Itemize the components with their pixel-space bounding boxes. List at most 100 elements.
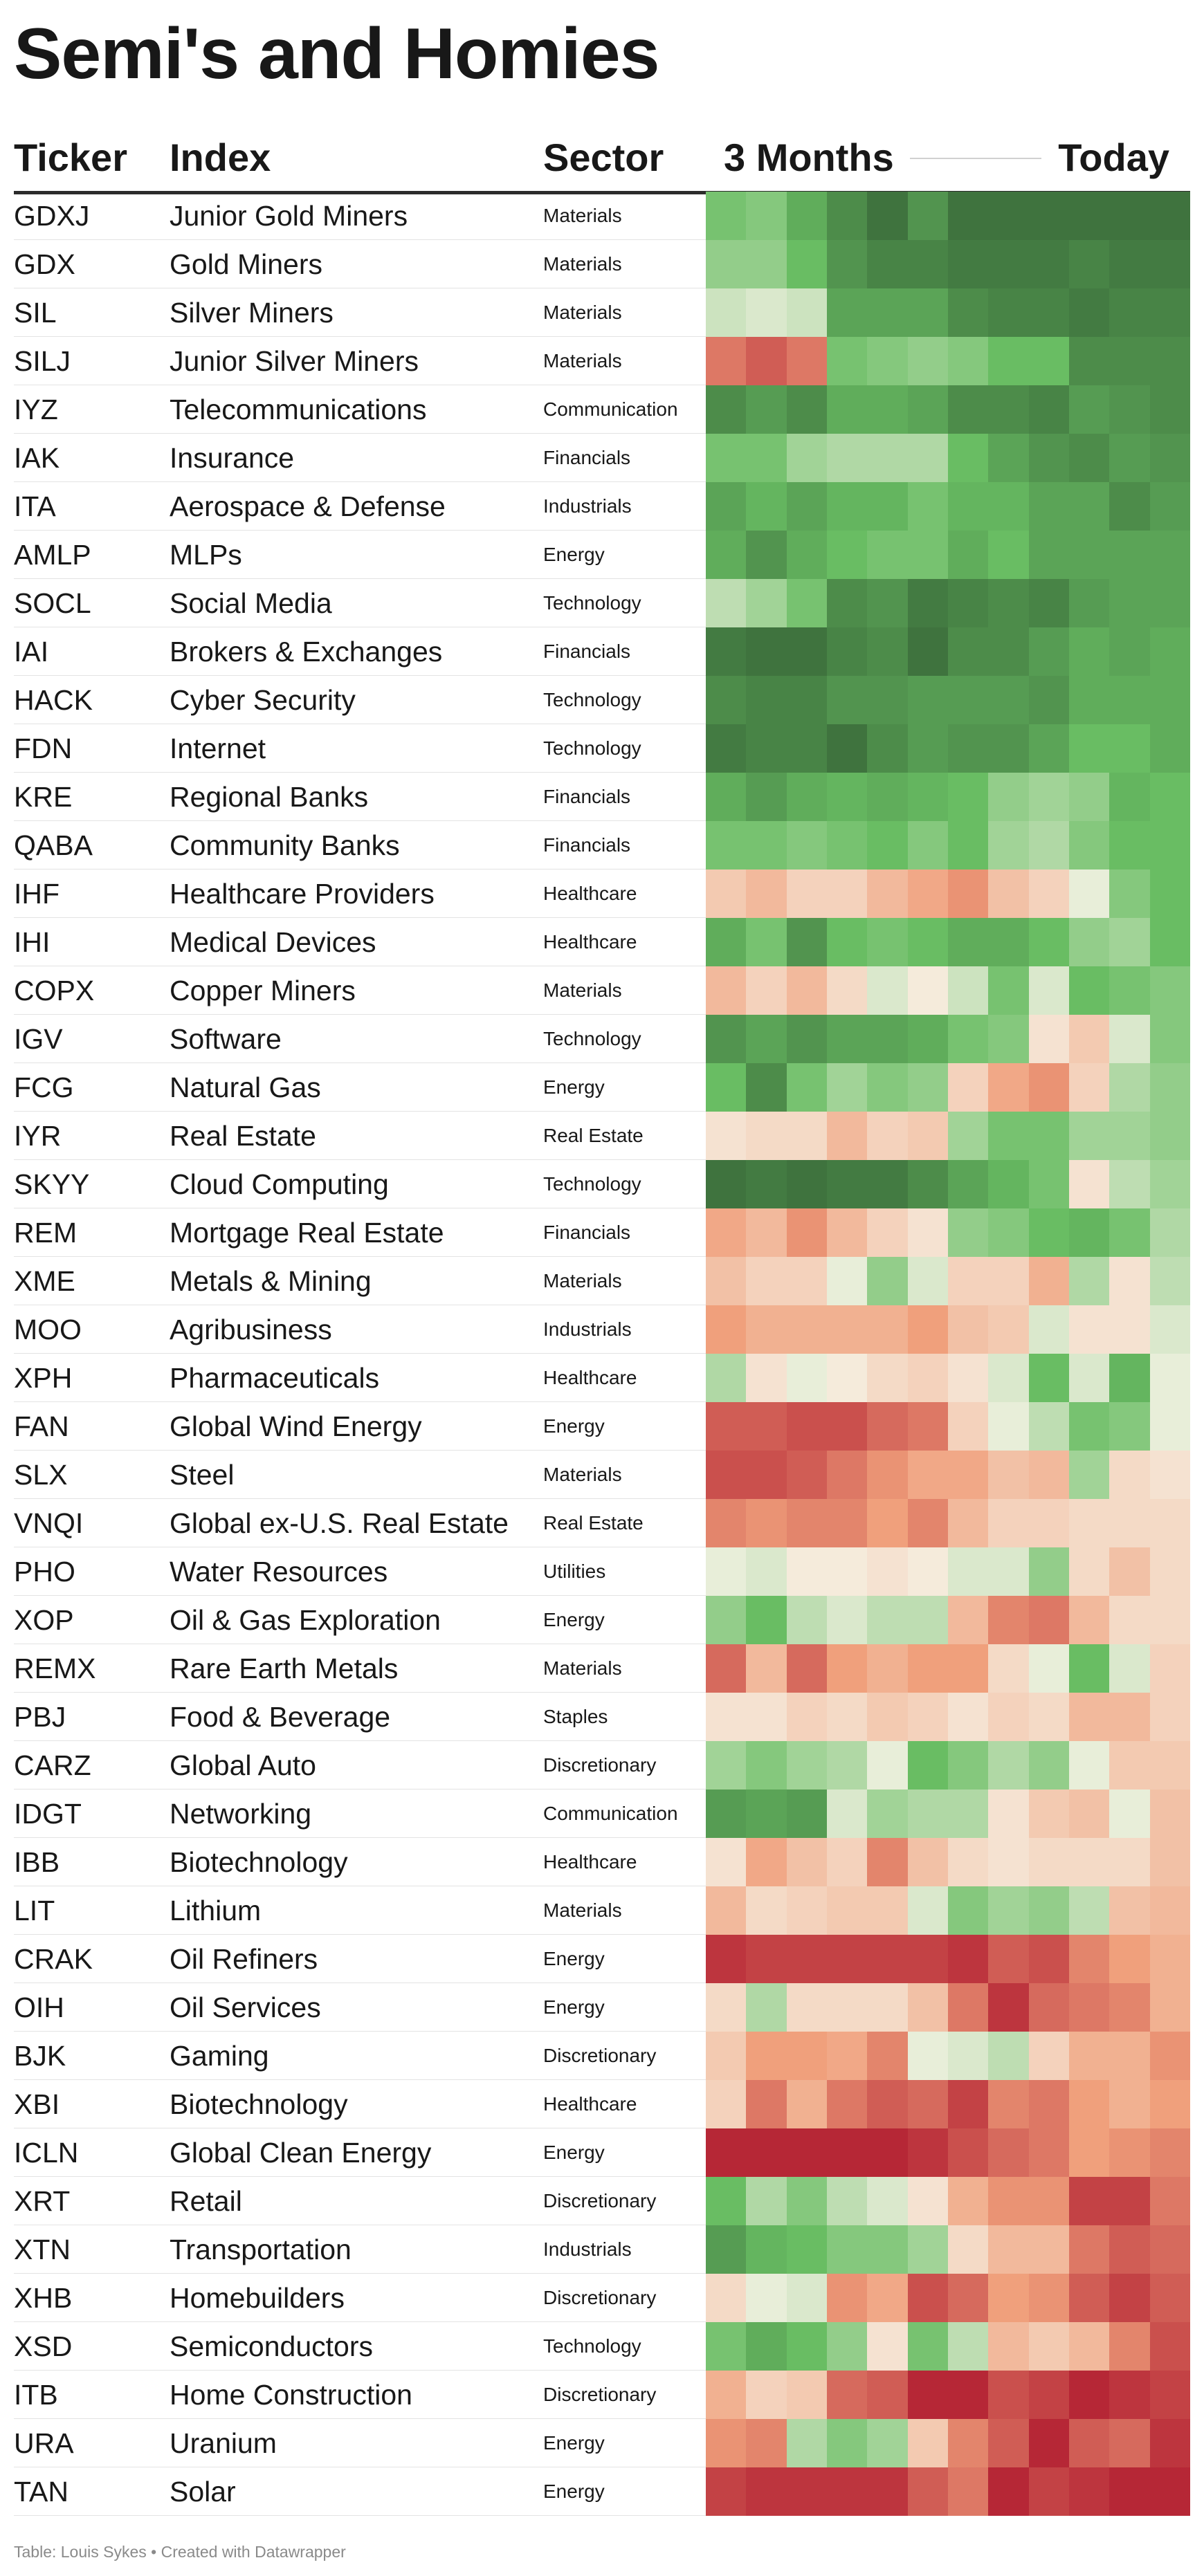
- heatmap-cell: [827, 1354, 867, 1402]
- heatmap-cell: [706, 579, 746, 627]
- sector-cell: Energy: [543, 2432, 605, 2454]
- heatmap-cell: [746, 2322, 787, 2371]
- header-sector[interactable]: Sector: [543, 136, 664, 179]
- heatmap-cell: [827, 1693, 867, 1741]
- heatmap-cell: [1069, 1547, 1109, 1596]
- heatmap-strip: [706, 1693, 1190, 1741]
- sector-cell: Materials: [543, 350, 622, 371]
- heatmap-cell: [867, 1305, 908, 1354]
- index-cell: Food & Beverage: [170, 1701, 391, 1733]
- ticker-cell: SKYY: [14, 1168, 90, 1200]
- heatmap-cell: [746, 1112, 787, 1160]
- sector-cell: Real Estate: [543, 1125, 644, 1146]
- heatmap-cell: [1029, 870, 1069, 918]
- heatmap-cell: [948, 1499, 988, 1547]
- table-row: ITB Home Construction Discretionary: [14, 2371, 1190, 2419]
- heatmap-cell: [988, 482, 1029, 531]
- heatmap-cell: [746, 2371, 787, 2419]
- heatmap-cell: [908, 1741, 948, 1790]
- heatmap-cell: [908, 192, 948, 240]
- ticker-cell: CRAK: [14, 1943, 93, 1975]
- heatmap-cell: [787, 2225, 827, 2274]
- heatmap-cell: [827, 2419, 867, 2467]
- heatmap-cell: [746, 2080, 787, 2128]
- heatmap-cell: [1150, 773, 1190, 821]
- footer-credit: Table: Louis Sykes • Created with Datawr…: [14, 2543, 346, 2561]
- heatmap-cell: [827, 821, 867, 870]
- heatmap-cell: [908, 2322, 948, 2371]
- heatmap-cell: [1150, 1838, 1190, 1886]
- heatmap-cell: [1069, 2225, 1109, 2274]
- heatmap-cell: [908, 288, 948, 337]
- chart-title: Semi's and Homies: [14, 14, 660, 94]
- heatmap-strip: [706, 2225, 1190, 2274]
- heatmap-cell: [988, 2419, 1029, 2467]
- sector-cell: Technology: [543, 737, 641, 759]
- heatmap-cell: [867, 1983, 908, 2032]
- heatmap-cell: [1109, 2032, 1150, 2080]
- sector-cell: Technology: [543, 689, 641, 710]
- index-cell: Biotechnology: [170, 2088, 348, 2120]
- index-cell: Community Banks: [170, 829, 400, 861]
- heatmap-cell: [827, 2128, 867, 2177]
- heatmap-cell: [1069, 870, 1109, 918]
- sector-cell: Discretionary: [543, 2045, 657, 2066]
- heatmap-cell: [948, 337, 988, 385]
- heatmap-cell: [948, 2032, 988, 2080]
- heatmap-cell: [706, 1935, 746, 1983]
- heatmap-cell: [988, 1451, 1029, 1499]
- heatmap-cell: [787, 482, 827, 531]
- heatmap-cell: [908, 1451, 948, 1499]
- heatmap-cell: [948, 966, 988, 1015]
- heatmap-cell: [827, 966, 867, 1015]
- heatmap-cell: [1069, 918, 1109, 966]
- heatmap-cell: [1029, 966, 1069, 1015]
- ticker-cell: XBI: [14, 2088, 60, 2120]
- sector-cell: Materials: [543, 979, 622, 1001]
- heatmap-cell: [867, 1112, 908, 1160]
- heatmap-cell: [706, 2419, 746, 2467]
- heatmap-cell: [867, 385, 908, 434]
- index-cell: Gaming: [170, 2040, 269, 2072]
- heatmap-cell: [706, 1644, 746, 1693]
- heatmap-cell: [787, 192, 827, 240]
- index-cell: Global Clean Energy: [170, 2137, 432, 2169]
- heatmap-cell: [867, 1257, 908, 1305]
- heatmap-cell: [948, 2225, 988, 2274]
- heatmap-cell: [706, 1596, 746, 1644]
- ticker-cell: XRT: [14, 2185, 71, 2217]
- heatmap-cell: [988, 1112, 1029, 1160]
- ticker-cell: LIT: [14, 1895, 55, 1926]
- heatmap-cell: [1109, 821, 1150, 870]
- ticker-cell: ITB: [14, 2379, 58, 2411]
- heatmap-cell: [827, 1741, 867, 1790]
- heatmap-cell: [908, 1790, 948, 1838]
- heatmap-strip: [706, 579, 1190, 627]
- heatmap-cell: [1150, 1015, 1190, 1063]
- ticker-cell: HACK: [14, 684, 93, 716]
- heatmap-cell: [746, 434, 787, 482]
- heatmap-cell: [988, 579, 1029, 627]
- heatmap-cell: [1069, 434, 1109, 482]
- sector-cell: Communication: [543, 398, 678, 420]
- heatmap-cell: [746, 2274, 787, 2322]
- heatmap-cell: [867, 773, 908, 821]
- heatmap-cell: [867, 2128, 908, 2177]
- heatmap-cell: [787, 385, 827, 434]
- heatmap-cell: [1069, 1886, 1109, 1935]
- sector-cell: Technology: [543, 1028, 641, 1049]
- table-row: OIH Oil Services Energy: [14, 1983, 1190, 2032]
- heatmap-cell: [1029, 1208, 1069, 1257]
- heatmap-cell: [948, 1693, 988, 1741]
- heatmap-cell: [948, 2419, 988, 2467]
- heatmap-cell: [827, 1935, 867, 1983]
- heatmap-cell: [1069, 1983, 1109, 2032]
- heatmap-cell: [867, 1160, 908, 1208]
- heatmap-strip: [706, 1402, 1190, 1451]
- heatmap-cell: [746, 1063, 787, 1112]
- heatmap-cell: [706, 821, 746, 870]
- heatmap-strip: [706, 1305, 1190, 1354]
- header-index[interactable]: Index: [170, 136, 271, 179]
- header-ticker[interactable]: Ticker: [14, 136, 127, 179]
- heatmap-cell: [787, 1886, 827, 1935]
